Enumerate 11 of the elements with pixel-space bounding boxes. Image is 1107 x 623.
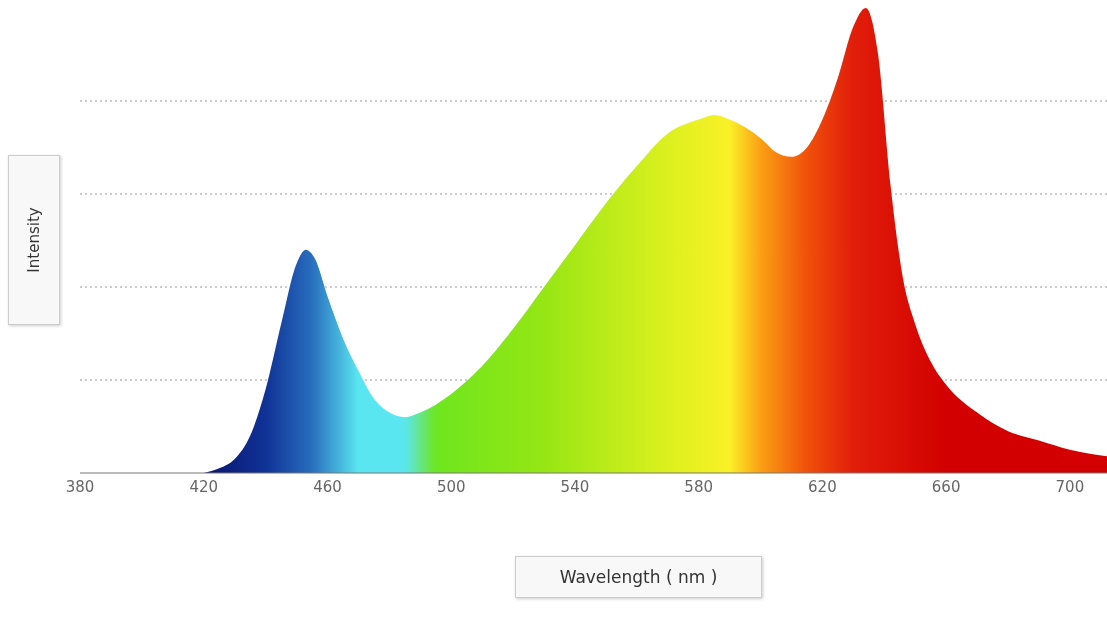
x-tick-label: 620 — [808, 477, 837, 496]
x-tick-label: 460 — [313, 477, 342, 496]
x-tick-label: 380 — [65, 477, 95, 496]
x-tick-label: 660 — [931, 477, 961, 496]
x-tick-label: 540 — [560, 477, 590, 496]
x-tick-label: 500 — [436, 477, 466, 496]
x-tick-label: 580 — [684, 477, 713, 496]
x-tick-label: 420 — [189, 477, 219, 496]
x-axis-title: Wavelength ( nm ) — [515, 556, 762, 598]
y-axis-title: Intensity — [25, 207, 44, 273]
x-tick-label: 700 — [1055, 477, 1085, 496]
